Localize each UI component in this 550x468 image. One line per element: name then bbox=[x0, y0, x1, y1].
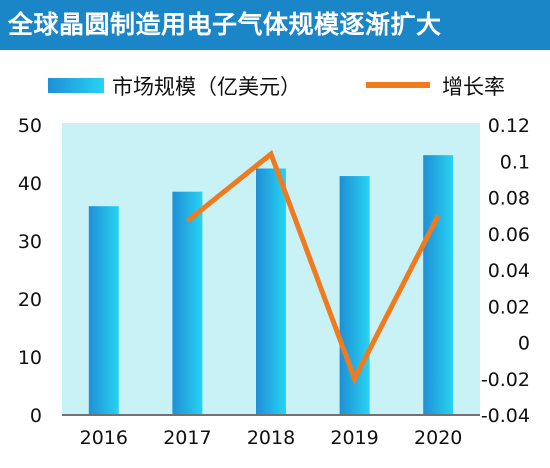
right-axis: -0.04 -0.02 0 0.02 0.04 0.06 0.08 0.1 0.12 bbox=[481, 115, 530, 427]
right-tick-label: -0.02 bbox=[481, 369, 530, 391]
chart-title: 全球晶圆制造用电子气体规模逐渐扩大 bbox=[0, 0, 550, 50]
bar-2018 bbox=[256, 168, 286, 414]
x-tick-label: 2017 bbox=[163, 427, 211, 449]
right-tick-label: 0.08 bbox=[488, 188, 530, 210]
left-tick-label: 30 bbox=[18, 231, 42, 253]
left-tick-label: 10 bbox=[18, 347, 42, 369]
right-tick-label: 0.12 bbox=[488, 115, 530, 137]
bar-2020 bbox=[423, 155, 454, 414]
left-tick-label: 20 bbox=[18, 289, 42, 311]
legend-line-label: 增长率 bbox=[442, 75, 505, 99]
legend-bar-swatch bbox=[48, 78, 104, 93]
bar-series bbox=[88, 155, 454, 414]
left-axis: 0 10 20 30 40 50 bbox=[18, 115, 42, 427]
legend-bar-label: 市场规模（亿美元） bbox=[112, 75, 301, 99]
chart-svg: 市场规模（亿美元） 增长率 0 10 20 30 40 50 -0.04 -0.02 0 0.02… bbox=[18, 75, 530, 449]
right-tick-label: 0 bbox=[518, 333, 530, 355]
right-tick-label: 0.02 bbox=[488, 296, 530, 318]
bar-2016 bbox=[88, 206, 119, 414]
line-series bbox=[185, 149, 441, 385]
right-tick-label: 0.06 bbox=[488, 224, 530, 246]
right-tick-label: 0.1 bbox=[500, 151, 530, 173]
left-tick-label: 0 bbox=[30, 405, 42, 427]
growth-rate-line bbox=[185, 149, 441, 385]
bar-2017 bbox=[172, 191, 203, 414]
x-tick-label: 2016 bbox=[80, 427, 128, 449]
left-tick-label: 40 bbox=[18, 173, 42, 195]
left-tick-label: 50 bbox=[18, 115, 42, 137]
x-tick-label: 2018 bbox=[247, 427, 295, 449]
x-axis: 2016 2017 2018 2019 2020 bbox=[62, 414, 480, 449]
right-tick-label: 0.04 bbox=[488, 260, 530, 282]
legend: 市场规模（亿美元） 增长率 bbox=[48, 75, 505, 99]
right-tick-label: -0.04 bbox=[481, 405, 530, 427]
x-tick-label: 2020 bbox=[414, 427, 462, 449]
x-tick-label: 2019 bbox=[330, 427, 378, 449]
